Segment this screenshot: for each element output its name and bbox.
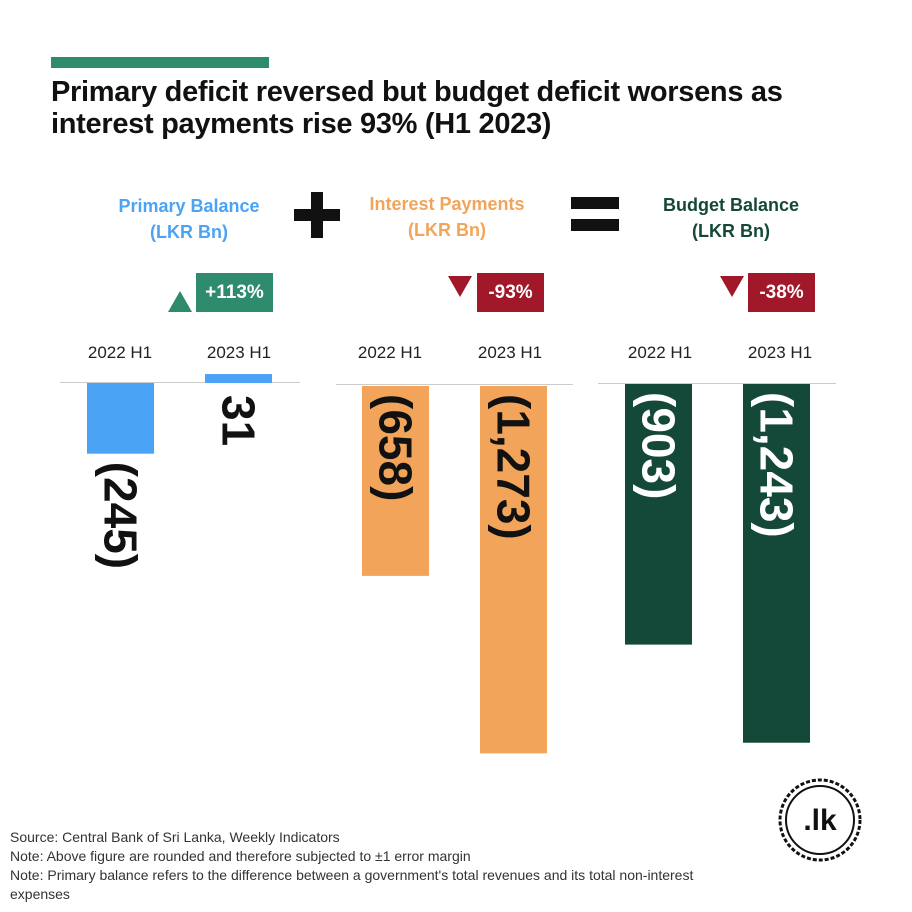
category-label: 2023 H1 bbox=[206, 343, 272, 362]
plus-icon bbox=[294, 192, 340, 238]
bar-primary-1 bbox=[205, 374, 272, 383]
panel-baseline bbox=[60, 382, 300, 383]
rounding-note: Note: Above figure are rounded and there… bbox=[10, 848, 471, 864]
definition-note: Note: Primary balance refers to the diff… bbox=[10, 867, 694, 902]
down-triangle-icon bbox=[720, 276, 744, 297]
bar-interest-0 bbox=[362, 386, 429, 576]
panel-baseline bbox=[336, 384, 573, 385]
panel-title: Primary Balance bbox=[118, 196, 260, 216]
panel-title: Budget Balance bbox=[662, 195, 800, 215]
change-badge-budget-balance: -38% bbox=[748, 273, 815, 312]
category-label: 2022 H1 bbox=[627, 343, 693, 362]
bar-budget-0 bbox=[625, 384, 692, 645]
bar-primary-0 bbox=[87, 383, 154, 454]
lk-seal-logo: .lk bbox=[778, 778, 862, 862]
data-label-budget-1: (1,243) bbox=[751, 392, 803, 538]
data-label-primary-0: (245) bbox=[95, 462, 147, 569]
change-badge-primary-balance: +113% bbox=[196, 273, 273, 312]
panel-baseline bbox=[598, 383, 836, 384]
data-label-interest-1: (1,273) bbox=[488, 394, 540, 540]
category-label: 2022 H1 bbox=[87, 343, 153, 362]
source-note: Source: Central Bank of Sri Lanka, Weekl… bbox=[10, 829, 340, 845]
down-triangle-icon bbox=[448, 276, 472, 297]
data-label-interest-0: (658) bbox=[370, 394, 422, 501]
change-badge-interest-payments: -93% bbox=[477, 273, 544, 312]
panel-unit: (LKR Bn) bbox=[408, 220, 486, 240]
title-accent-bar bbox=[51, 57, 269, 68]
panel-header-interest-payments: Interest Payments (LKR Bn) bbox=[352, 191, 542, 243]
panel-unit: (LKR Bn) bbox=[150, 222, 228, 242]
panel-title: Interest Payments bbox=[369, 194, 525, 214]
equals-icon bbox=[571, 197, 619, 231]
up-triangle-icon bbox=[168, 291, 192, 312]
category-label: 2022 H1 bbox=[357, 343, 423, 362]
bar-budget-1 bbox=[743, 384, 810, 743]
category-label: 2023 H1 bbox=[747, 343, 813, 362]
panel-header-budget-balance: Budget Balance (LKR Bn) bbox=[640, 192, 822, 244]
panel-unit: (LKR Bn) bbox=[692, 221, 770, 241]
footer-notes: Source: Central Bank of Sri Lanka, Weekl… bbox=[10, 828, 740, 904]
logo-text: .lk bbox=[803, 804, 837, 837]
page-title: Primary deficit reversed but budget defi… bbox=[51, 76, 783, 140]
category-label: 2023 H1 bbox=[477, 343, 543, 362]
panel-header-primary-balance: Primary Balance (LKR Bn) bbox=[100, 193, 278, 245]
bar-interest-1 bbox=[480, 386, 547, 754]
data-label-budget-0: (903) bbox=[633, 392, 685, 499]
data-label-primary-1: 31 bbox=[213, 395, 265, 446]
